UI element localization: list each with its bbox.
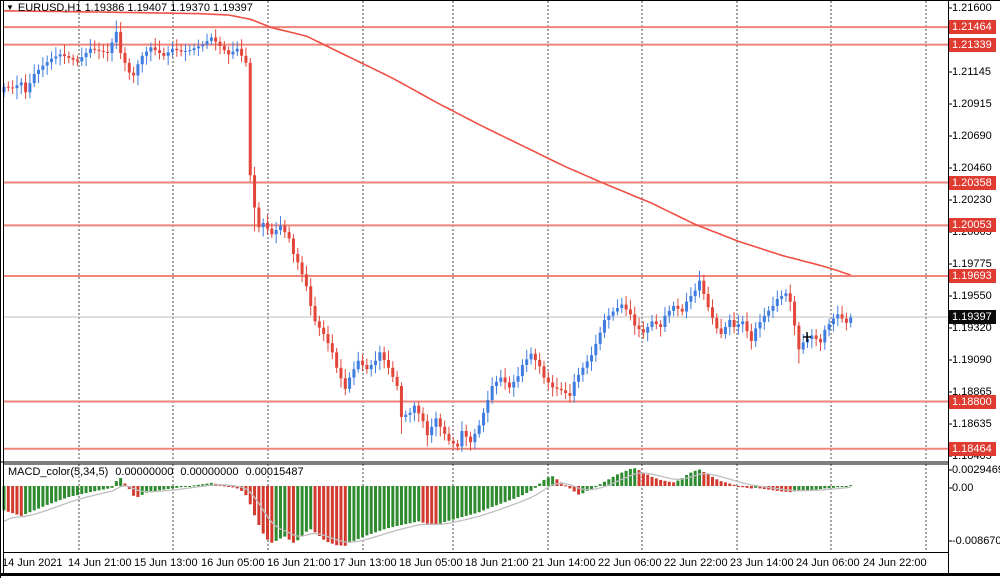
price-axis-label: 1.19090 [952, 354, 992, 366]
cursor-cross-marker [803, 332, 811, 342]
price-axis-label: 1.20915 [952, 98, 992, 110]
macd-axis-label: -0.0086704 [952, 535, 1000, 547]
price-axis-label: 1.21145 [952, 66, 991, 78]
price-axis-label: 1.20460 [952, 162, 992, 174]
quote-open: 1.19386 [84, 2, 125, 14]
macd-axis-label: 0.00 [952, 482, 974, 494]
current-price-badge: 1.19397 [949, 310, 996, 324]
candles [2, 20, 853, 452]
macd-histogram [2, 468, 853, 546]
level-price-badge: 1.20053 [949, 218, 996, 232]
price-axis-label: 1.18635 [952, 418, 992, 430]
macd-caption: MACD_color(5,34,5) 0.00000000 0.00000000 0.… [8, 466, 311, 478]
time-axis-label: 14 Jun 21:00 [68, 557, 132, 569]
time-axis-label: 16 Jun 21:00 [267, 557, 331, 569]
quote-close: 1.19397 [213, 2, 253, 14]
level-price-badge: 1.21464 [949, 20, 996, 34]
time-axis-label: 18 Jun 21:00 [465, 557, 529, 569]
price-axis-label: 1.19320 [952, 322, 992, 334]
time-axis-label: 22 Jun 06:00 [598, 557, 662, 569]
time-axis-label: 24 Jun 06:00 [796, 557, 860, 569]
macd-indicator-name: MACD_color(5,34,5) [8, 466, 109, 478]
macd-value-1: 0.00000000 [115, 466, 174, 478]
time-axis-label: 15 Jun 13:00 [134, 557, 198, 569]
level-price-badge: 1.21339 [949, 38, 996, 52]
macd-value-2: 0.00000000 [180, 466, 239, 478]
horizontal-level-lines[interactable] [4, 26, 948, 450]
price-axis-label: 1.21600 [952, 2, 992, 14]
time-axis-label: 22 Jun 22:00 [664, 557, 728, 569]
level-price-badge: 1.19693 [949, 269, 996, 283]
price-axis-label: 1.20690 [952, 130, 992, 142]
price-axis-label: 1.19775 [952, 258, 992, 270]
level-price-badge: 1.18464 [949, 442, 996, 456]
symbol-dropdown-icon[interactable]: ▼ [6, 3, 14, 12]
moving-average-line [3, 10, 851, 276]
price-axis-label: 1.20230 [952, 194, 992, 206]
quote-high: 1.19407 [127, 2, 168, 14]
time-axis-label: 17 Jun 13:00 [333, 557, 397, 569]
time-axis-label: 21 Jun 14:00 [532, 557, 596, 569]
time-axis-label: 16 Jun 05:00 [201, 557, 265, 569]
level-price-badge: 1.18800 [949, 395, 996, 409]
quote-low: 1.19370 [170, 2, 210, 14]
macd-value-3: 0.00015487 [245, 466, 304, 478]
time-axis-label: 23 Jun 14:00 [730, 557, 794, 569]
macd-axis-label: 0.0029469 [952, 464, 1000, 476]
price-axis-label: 1.19550 [952, 290, 992, 302]
time-axis-label: 18 Jun 05:00 [399, 557, 463, 569]
time-axis-label: 14 Jun 2021 [2, 557, 63, 569]
symbol-label: EURUSD,H1 [17, 2, 82, 14]
time-axis-label: 24 Jun 22:00 [863, 557, 927, 569]
level-price-badge: 1.20358 [949, 176, 996, 190]
grid-lines [4, 1, 948, 552]
quote-line: ▼ EURUSD,H1 1.19386 1.19407 1.19370 1.193… [6, 2, 253, 14]
